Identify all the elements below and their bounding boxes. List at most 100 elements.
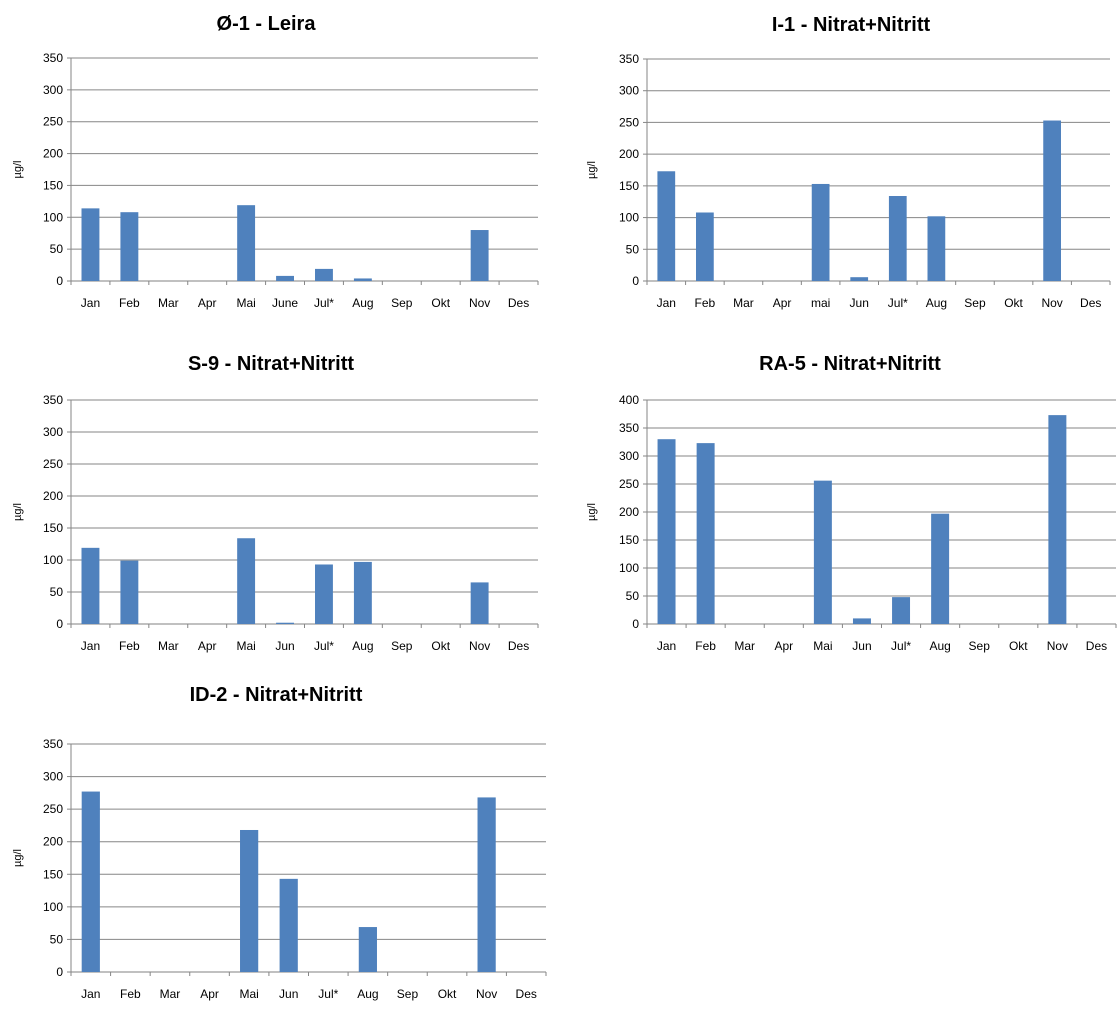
chart-panel-i1-nitrat-nitritt: I-1 - Nitrat+Nitritt 0 50 100 150 200 250 300 35… [559,0,1118,340]
bar-june [276,275,294,281]
x-tick-label: Jun [275,639,294,653]
y-tick-label: 200 [619,505,639,519]
chart-panel-s9-nitrat-nitritt: S-9 - Nitrat+Nitritt 0 50 100 150 200 250 300 35… [0,340,559,670]
x-tick-label: Apr [198,296,217,310]
y-tick-label: 50 [50,242,64,256]
bar-mai [811,183,830,281]
y-tick-label: 0 [632,617,639,631]
y-tick-label: 100 [43,210,63,224]
x-tick-label: Okt [1009,639,1028,653]
y-tick-label: 350 [43,51,63,65]
chart-title: ID-2 - Nitrat+Nitritt [190,684,363,706]
x-tick-label: Des [508,639,529,653]
y-tick-label: 200 [43,147,63,161]
y-axis-label: µg/l [12,503,24,521]
y-tick-label: 150 [43,521,63,535]
x-tick-label: Okt [431,639,450,653]
x-tick-label: Feb [695,639,716,653]
chart-title: I-1 - Nitrat+Nitritt [772,14,931,36]
y-tick-label: 50 [50,585,64,599]
x-tick-label: Mar [158,296,179,310]
bar-nov [470,582,489,624]
y-tick-label: 100 [619,211,639,225]
y-tick-label: 200 [619,147,639,161]
bar-jun [850,277,869,281]
chart-svg: Ø-1 - Leira 0 50 100 150 200 250 300 350 µg/l Jan F… [12,13,539,310]
x-tick-label: Nov [469,296,490,310]
x-tick-label: Aug [929,639,950,653]
y-tick-label: 150 [619,179,639,193]
x-tick-label: Aug [352,639,373,653]
bar-jan [81,208,100,281]
bar-aug [931,513,950,624]
bar-jan [81,547,100,624]
x-tick-label: Aug [357,987,378,1001]
y-tick-label: 100 [43,553,63,567]
x-tick-label: Jan [81,639,100,653]
x-tick-label: Feb [695,296,716,310]
x-tick-label: Feb [120,987,141,1001]
bar-jun [279,878,298,972]
y-tick-label: 150 [619,533,639,547]
x-tick-label: Mai [236,639,255,653]
bar-jul [315,268,333,281]
x-tick-label: Okt [431,296,450,310]
y-tick-label: 350 [43,737,63,751]
x-tick-label: mai [811,296,830,310]
y-tick-label: 350 [619,421,639,435]
y-tick-label: 250 [619,115,639,129]
y-tick-label: 50 [50,932,64,946]
x-tick-label: Nov [469,639,490,653]
y-tick-label: 250 [43,115,63,129]
bar-feb [120,212,139,281]
x-tick-label: Mar [160,987,181,1001]
y-tick-label: 200 [43,835,63,849]
x-tick-label: Jun [852,639,871,653]
x-tick-label: Jul* [314,296,334,310]
x-tick-label: Jul* [888,296,908,310]
y-axis-label: µg/l [586,161,598,179]
x-tick-label: Jun [850,296,869,310]
bar-jan [657,439,676,624]
bar-jul [892,597,911,624]
x-tick-label: Nov [476,987,497,1001]
y-tick-label: 300 [43,770,63,784]
y-tick-label: 0 [56,617,63,631]
x-tick-label: Feb [119,639,140,653]
x-tick-label: Jun [279,987,298,1001]
x-tick-label: Apr [774,639,793,653]
y-tick-label: 350 [619,52,639,66]
bar-jul [315,564,333,624]
x-tick-label: Feb [119,296,140,310]
chart-title: S-9 - Nitrat+Nitritt [188,353,354,375]
y-axis-label: µg/l [12,849,24,867]
x-tick-label: Apr [198,639,217,653]
x-tick-label: Nov [1041,296,1062,310]
bar-feb [120,560,139,624]
x-tick-label: Jan [81,987,100,1001]
chart-svg: S-9 - Nitrat+Nitritt 0 50 100 150 200 250 300 35… [12,353,539,653]
x-tick-label: Aug [926,296,947,310]
x-tick-label: Sep [969,639,991,653]
x-tick-label: Mar [733,296,754,310]
chart-panel-ra5-nitrat-nitritt: RA-5 - Nitrat+Nitritt 0 50 100 150 200 250 300 3… [559,340,1118,670]
bar-nov [1048,415,1067,624]
bar-mai [237,538,256,624]
chart-svg: RA-5 - Nitrat+Nitritt 0 50 100 150 200 250 300 3… [586,353,1117,653]
x-tick-label: Mar [734,639,755,653]
x-tick-label: Jan [657,296,676,310]
bar-jun [852,618,871,624]
bar-jan [657,171,676,281]
bar-mai [813,480,832,624]
chart-panel-o1-leira: Ø-1 - Leira 0 50 100 150 200 250 300 350 µg/l Jan F… [0,0,559,340]
y-tick-label: 350 [43,393,63,407]
bar-mai [240,829,259,972]
chart-title: RA-5 - Nitrat+Nitritt [759,353,941,375]
x-tick-label: Mar [158,639,179,653]
x-tick-label: Aug [352,296,373,310]
bar-aug [927,216,946,281]
bar-mai [237,205,256,281]
x-tick-label: Mai [236,296,255,310]
y-tick-label: 250 [619,477,639,491]
x-tick-label: June [272,296,298,310]
